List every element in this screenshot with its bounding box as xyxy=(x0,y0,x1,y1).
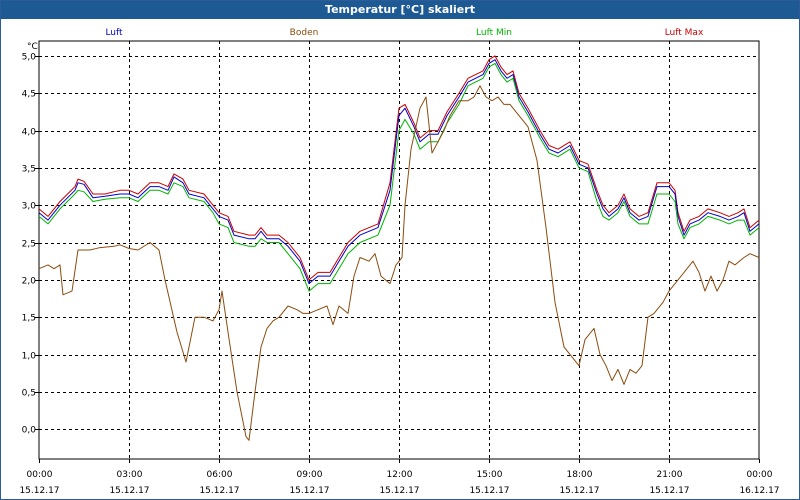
x-tick-date-label: 15.12.17 xyxy=(559,486,599,496)
series-line-luft xyxy=(38,59,760,285)
y-tick-label: 5,0 xyxy=(22,53,37,63)
x-tick-time-label: 00:00 xyxy=(747,470,773,480)
y-axis-unit-label: °C xyxy=(27,42,38,52)
y-tick-label: 1,0 xyxy=(22,352,37,362)
x-tick-date-label: 15.12.17 xyxy=(199,486,239,496)
y-tick-label: 0,0 xyxy=(22,426,37,436)
x-tick-time-label: 06:00 xyxy=(207,470,233,480)
y-tick-label: 4,5 xyxy=(22,90,36,100)
series-line-boden xyxy=(38,85,760,441)
y-tick-label: 4,0 xyxy=(22,128,37,138)
y-tick-label: 3,5 xyxy=(22,165,36,175)
x-tick-date-label: 16.12.17 xyxy=(739,486,779,496)
legend-entry: Luft Min xyxy=(476,28,512,38)
x-tick-time-label: 21:00 xyxy=(657,470,683,480)
y-tick-label: 1,5 xyxy=(22,314,36,324)
x-tick-time-label: 15:00 xyxy=(477,470,503,480)
x-tick-date-label: 15.12.17 xyxy=(289,486,329,496)
x-tick-date-label: 15.12.17 xyxy=(379,486,419,496)
y-tick-label: 2,0 xyxy=(22,277,37,287)
y-tick-label: 0,5 xyxy=(22,389,36,399)
legend-entry: Boden xyxy=(290,28,319,38)
x-tick-time-label: 09:00 xyxy=(297,470,323,480)
series-line-luft-min xyxy=(38,62,760,292)
x-tick-date-label: 15.12.17 xyxy=(469,486,509,496)
x-tick-date-label: 15.12.17 xyxy=(19,486,59,496)
y-tick-label: 2,5 xyxy=(22,240,36,250)
legend-entry: Luft xyxy=(105,28,123,38)
y-tick-label: 3,0 xyxy=(22,202,37,212)
x-tick-time-label: 18:00 xyxy=(567,470,593,480)
title-bar: Temperatur [°C] skaliert xyxy=(1,1,799,19)
x-tick-time-label: 00:00 xyxy=(27,470,53,480)
x-tick-time-label: 03:00 xyxy=(117,470,143,480)
x-tick-date-label: 15.12.17 xyxy=(109,486,149,496)
legend-entry: Luft Max xyxy=(665,28,704,38)
chart-title: Temperatur [°C] skaliert xyxy=(325,3,475,16)
x-tick-time-label: 12:00 xyxy=(387,470,413,480)
x-tick-date-label: 15.12.17 xyxy=(649,486,689,496)
series-line-luft-max xyxy=(38,55,760,281)
